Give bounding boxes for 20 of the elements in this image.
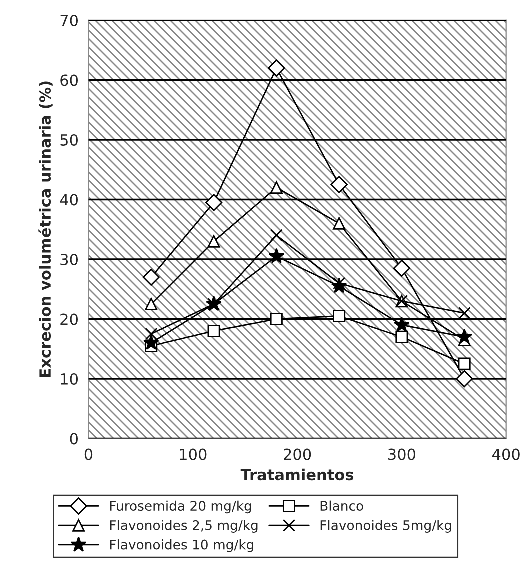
x-tick-label: 200 [284,448,312,460]
y-tick-label: 60 [60,74,78,86]
y-tick-label: 40 [60,194,78,206]
x-tick-label: 400 [492,448,520,460]
x-tick-label: 100 [180,448,207,460]
y-tick-label: 20 [60,314,78,326]
y-tick-label: 50 [60,134,78,146]
legend-label: Furosemida 20 mg/kg [110,500,252,514]
x-axis-title: Tratamientos [240,468,354,481]
y-axis-title: Excrecion volumétrica urinaria (%) [38,82,53,378]
x-tick-label: 0 [84,448,93,460]
x-tick-label: 300 [388,448,416,460]
legend-label: Blanco [320,500,364,512]
y-tick-label: 30 [60,254,78,266]
y-tick-label: 0 [70,433,78,445]
legend-label: Flavonoides 2,5 mg/kg [110,520,258,533]
legend-label: Flavonoides 5mg/kg [320,520,452,533]
legend-label: Flavonoides 10 mg/kg [110,540,254,552]
y-tick-label: 70 [60,14,78,26]
y-tick-label: 10 [61,373,78,386]
